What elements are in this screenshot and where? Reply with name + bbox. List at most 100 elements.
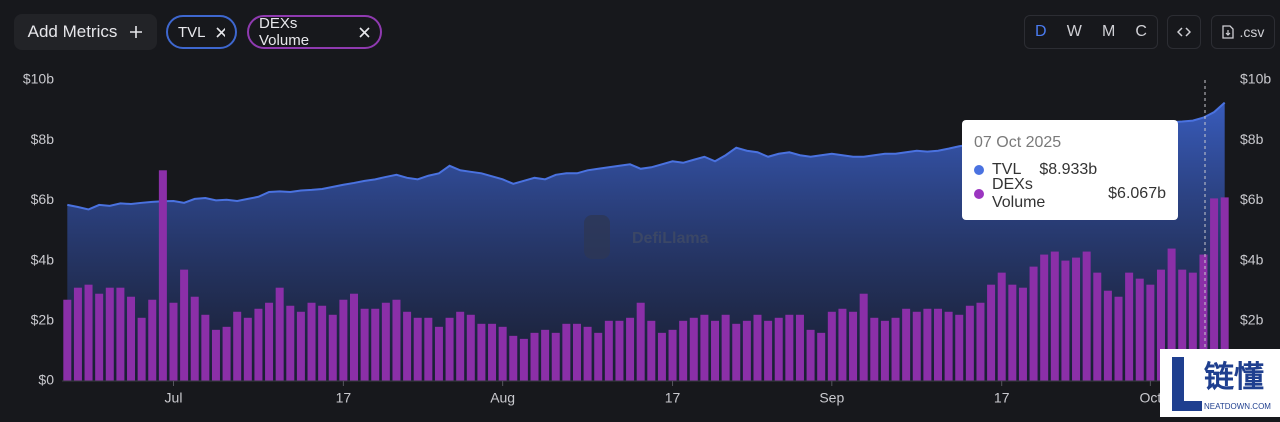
- bar: [1146, 284, 1155, 381]
- interval-button[interactable]: D: [1035, 23, 1047, 40]
- bar: [1167, 248, 1176, 381]
- bar: [328, 314, 337, 381]
- bar: [169, 302, 178, 381]
- logo-url: NEATDOWN.COM: [1204, 402, 1271, 411]
- bar: [891, 317, 900, 381]
- bar: [562, 323, 571, 381]
- bar: [466, 314, 475, 381]
- bar: [827, 311, 836, 381]
- tooltip-value: $8.933b: [1039, 161, 1098, 178]
- bar: [148, 299, 157, 381]
- csv-button[interactable]: .csv: [1211, 15, 1275, 49]
- bar: [636, 302, 645, 381]
- logo-text: 链懂: [1204, 360, 1264, 394]
- bar: [265, 302, 274, 381]
- bar: [95, 293, 104, 381]
- x-tick-label: Aug: [490, 390, 515, 406]
- bar: [403, 311, 412, 381]
- bar: [1210, 198, 1219, 381]
- tooltip-value: $6.067b: [1108, 185, 1166, 202]
- bar: [700, 314, 709, 381]
- bar: [307, 302, 316, 381]
- bar: [1093, 272, 1102, 381]
- bar: [477, 323, 486, 381]
- bar: [84, 284, 93, 381]
- bar: [73, 287, 82, 381]
- close-icon[interactable]: [359, 26, 370, 38]
- bar: [1040, 254, 1049, 381]
- interval-button[interactable]: W: [1066, 23, 1082, 40]
- tooltip-dot: [974, 165, 984, 175]
- interval-button[interactable]: C: [1135, 23, 1147, 40]
- bar: [594, 332, 603, 381]
- bar: [572, 323, 581, 381]
- bar: [1135, 278, 1144, 381]
- add-metrics-label: Add Metrics: [27, 22, 118, 41]
- bar: [190, 296, 199, 381]
- bar: [689, 317, 698, 381]
- bar: [997, 272, 1006, 381]
- interval-selector: D W M C: [1024, 15, 1158, 49]
- add-metrics-button[interactable]: Add Metrics: [14, 14, 157, 50]
- tooltip-series: TVL: [992, 161, 1022, 178]
- bar: [296, 311, 305, 381]
- bar: [434, 326, 443, 381]
- close-icon[interactable]: [215, 26, 225, 38]
- code-icon: [1177, 27, 1191, 37]
- bar: [817, 332, 826, 381]
- bar: [222, 326, 231, 381]
- bar: [1072, 257, 1081, 381]
- bar: [137, 317, 146, 381]
- bar: [583, 326, 592, 381]
- bar: [201, 314, 210, 381]
- csv-label: .csv: [1239, 24, 1265, 40]
- bar: [965, 305, 974, 381]
- bar: [774, 317, 783, 381]
- bar: [180, 269, 189, 381]
- bar: [63, 299, 72, 381]
- bar: [711, 320, 720, 381]
- bar: [923, 308, 932, 381]
- bar: [1008, 284, 1017, 381]
- bar: [275, 287, 284, 381]
- bar: [785, 314, 794, 381]
- bar: [1125, 272, 1134, 381]
- bar: [413, 317, 422, 381]
- watermark: DefiLlama: [584, 215, 709, 259]
- y2-tick-label: $10b: [1240, 71, 1271, 87]
- bar: [859, 293, 868, 381]
- bar: [795, 314, 804, 381]
- embed-button[interactable]: [1167, 15, 1201, 49]
- tooltip-row: TVL $8.933b: [974, 158, 1166, 182]
- bar: [360, 308, 369, 381]
- bar: [615, 320, 624, 381]
- interval-button[interactable]: M: [1101, 23, 1116, 40]
- bar: [955, 314, 964, 381]
- corner-logo: 链懂 NEATDOWN.COM: [1160, 349, 1280, 417]
- y-tick-label: $10b: [23, 71, 54, 87]
- bar: [944, 311, 953, 381]
- metric-chip[interactable]: DEXs Volume: [247, 15, 382, 49]
- y-tick-label: $8b: [31, 131, 55, 147]
- bar: [127, 296, 136, 381]
- metric-chip[interactable]: TVL: [166, 15, 237, 49]
- bar: [976, 302, 985, 381]
- bar: [1050, 251, 1059, 381]
- y2-tick-label: $4b: [1240, 251, 1264, 267]
- bar: [530, 332, 539, 381]
- bar: [1082, 251, 1091, 381]
- y2-tick-label: $2b: [1240, 312, 1264, 328]
- tooltip-dot: [974, 189, 984, 199]
- bar: [1114, 296, 1123, 381]
- x-tick-label: Sep: [819, 390, 844, 406]
- bar: [806, 329, 815, 381]
- bar: [243, 317, 252, 381]
- bar: [721, 314, 730, 381]
- bar: [318, 305, 327, 381]
- bar: [742, 320, 751, 381]
- legend-entry: DEXs Volume: [259, 15, 310, 49]
- bar: [339, 299, 348, 381]
- bar: [849, 311, 858, 381]
- bar: [158, 170, 167, 381]
